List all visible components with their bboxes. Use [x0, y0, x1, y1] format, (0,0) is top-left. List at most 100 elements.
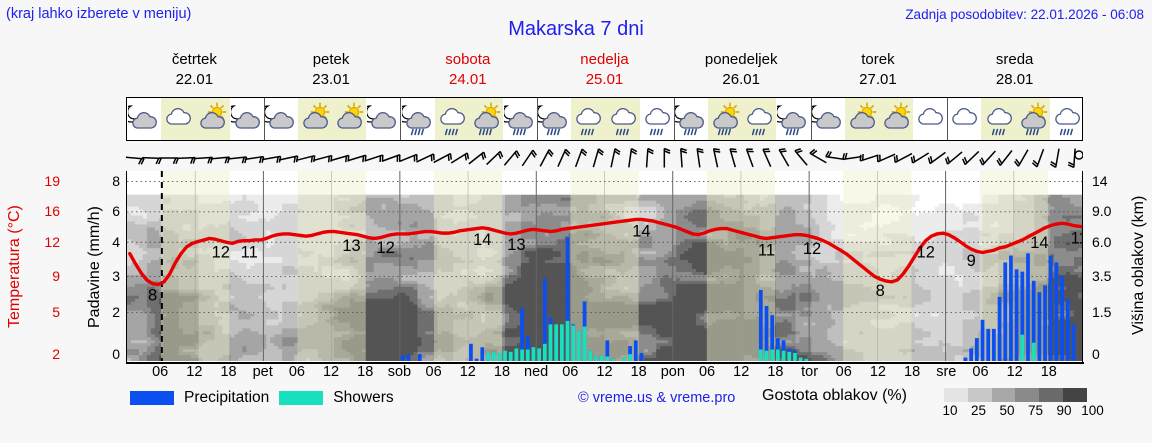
temperature-tick-12: 12	[44, 233, 60, 250]
showers-bar	[793, 352, 797, 361]
temperature-value-label: 11	[241, 244, 258, 262]
precipitation-bar	[1003, 262, 1008, 361]
precipitation-bar	[1026, 253, 1030, 361]
precipitation-bar	[639, 352, 644, 361]
precipitation-bar	[565, 237, 570, 361]
showers-bar	[1020, 334, 1025, 361]
cloud-density-step-10	[944, 388, 968, 402]
precipitation-tick-6: 6	[112, 203, 120, 220]
precipitation-legend-label: Precipitation	[184, 389, 270, 406]
precipitation-bar	[997, 296, 1002, 361]
weather-icon-cloud-rain	[436, 102, 468, 136]
cloud-density-tick-labels: 10 25 50 75 90 100	[938, 403, 1103, 421]
weather-icon-night-cloudy	[128, 102, 160, 136]
day-name: sobota	[445, 51, 491, 68]
temperature-tick-16: 16	[44, 203, 60, 220]
temperature-value-label: 13	[507, 236, 525, 254]
weather-icon-cloud-rain	[641, 102, 673, 136]
showers-bar	[622, 357, 627, 361]
cloud-density-tick-100: 100	[1081, 403, 1104, 418]
x-tick-sre-23: sre	[936, 364, 957, 380]
weather-icon-row	[126, 97, 1083, 141]
temperature-value-label: 14	[1030, 234, 1048, 252]
cloudheight-axis-title: Višina oblakov (km)	[1130, 195, 1147, 335]
weather-icon-cloud	[914, 102, 946, 136]
icon-day-separator-6	[947, 98, 949, 140]
precipitation-bar	[770, 315, 775, 361]
showers-bar	[577, 331, 581, 361]
cloudheight-tick-9.0: 9.0	[1092, 203, 1112, 220]
temperature-value-label: 11	[758, 242, 775, 260]
showers-bar	[599, 355, 604, 361]
precipitation-bar	[969, 348, 974, 361]
weather-icon-night-cloud-rain	[504, 102, 536, 136]
x-tick-sob-7: sob	[387, 364, 412, 380]
series-legend: Precipitation Showers	[130, 386, 394, 410]
showers-bar	[781, 350, 786, 361]
showers-bar	[531, 347, 536, 361]
temperature-axis-title: Temperatura (°C)	[6, 205, 23, 329]
x-tick-18-26: 18	[1040, 364, 1057, 380]
showers-bar	[628, 354, 632, 361]
page-title: Makarska 7 dni	[508, 18, 644, 40]
menu-hint-text: (kraj lahko izberete v meniju)	[6, 6, 192, 22]
weather-icon-night-cloudy	[230, 102, 263, 136]
precipitation-bar	[1054, 262, 1059, 361]
showers-bar	[770, 349, 775, 361]
day-date: 28.01	[995, 71, 1034, 89]
temperature-value-label: 14	[632, 223, 650, 241]
cloud-density-legend-title: Gostota oblakov (%)	[762, 387, 907, 404]
weather-icon-cloud-rain	[572, 102, 604, 136]
x-axis-line	[126, 362, 1084, 364]
weather-icon-night-cloudy	[811, 102, 844, 136]
cloudheight-tick-3.5: 3.5	[1092, 268, 1112, 284]
day-header-6: torek 27.01	[810, 50, 947, 95]
weather-icon-sun-cloud-rain	[1017, 102, 1049, 136]
x-tick-18-14: 18	[630, 364, 647, 380]
showers-bar	[565, 320, 570, 361]
precipitation-axis-title: Padavine (mm/h)	[86, 206, 103, 328]
x-tick-18-10: 18	[493, 364, 511, 380]
temperature-line	[128, 217, 1082, 287]
day-name: četrtek	[171, 51, 217, 68]
day-header-7: sreda 28.01	[946, 50, 1083, 95]
temperature-value-label: 14	[473, 231, 491, 249]
precipitation-bar	[986, 328, 991, 361]
x-tick-06-16: 06	[698, 364, 716, 380]
precipitation-bar	[1043, 285, 1047, 361]
weather-icon-cloud-rain	[607, 102, 639, 136]
cloud-density-tick-25: 25	[970, 403, 987, 418]
showers-bar	[764, 350, 769, 361]
cloud-density-step-75	[1015, 388, 1040, 402]
x-tick-06-0: 06	[152, 364, 169, 380]
precipitation-bar	[963, 357, 968, 361]
cloudheight-tick-1.5: 1.5	[1092, 304, 1112, 321]
precipitation-bar	[474, 358, 479, 361]
weather-icon-cloud-rain	[743, 102, 775, 136]
x-tick-12-17: 12	[733, 364, 750, 380]
precipitation-bar	[1065, 299, 1070, 361]
weather-icon-sun-cloud	[299, 102, 331, 136]
temperature-value-label: 12	[803, 240, 821, 258]
precipitation-bar	[417, 354, 422, 361]
weather-icon-cloud	[948, 102, 980, 136]
x-tick-12-25: 12	[1006, 364, 1023, 380]
precipitation-bar	[400, 355, 405, 361]
precipitation-bar	[1060, 276, 1064, 361]
showers-bar	[525, 349, 530, 361]
x-tick-12-13: 12	[596, 364, 613, 380]
precipitation-bar	[542, 278, 547, 361]
showers-bar	[582, 326, 587, 361]
temperature-tick-2: 2	[52, 346, 60, 363]
cloud-density-step-25	[967, 388, 992, 402]
x-tick-06-12: 06	[562, 364, 579, 380]
showers-bar	[520, 349, 524, 361]
weather-icon-night-cloud-rain	[538, 102, 570, 136]
x-tick-06-8: 06	[425, 364, 442, 380]
showers-bar	[559, 324, 564, 361]
temperature-value-label: 9	[967, 252, 976, 270]
showers-bar	[571, 325, 576, 361]
day-name: ponedeljek	[704, 51, 778, 68]
precipitation-bar	[992, 328, 996, 361]
x-tick-pet-3: pet	[252, 364, 273, 380]
